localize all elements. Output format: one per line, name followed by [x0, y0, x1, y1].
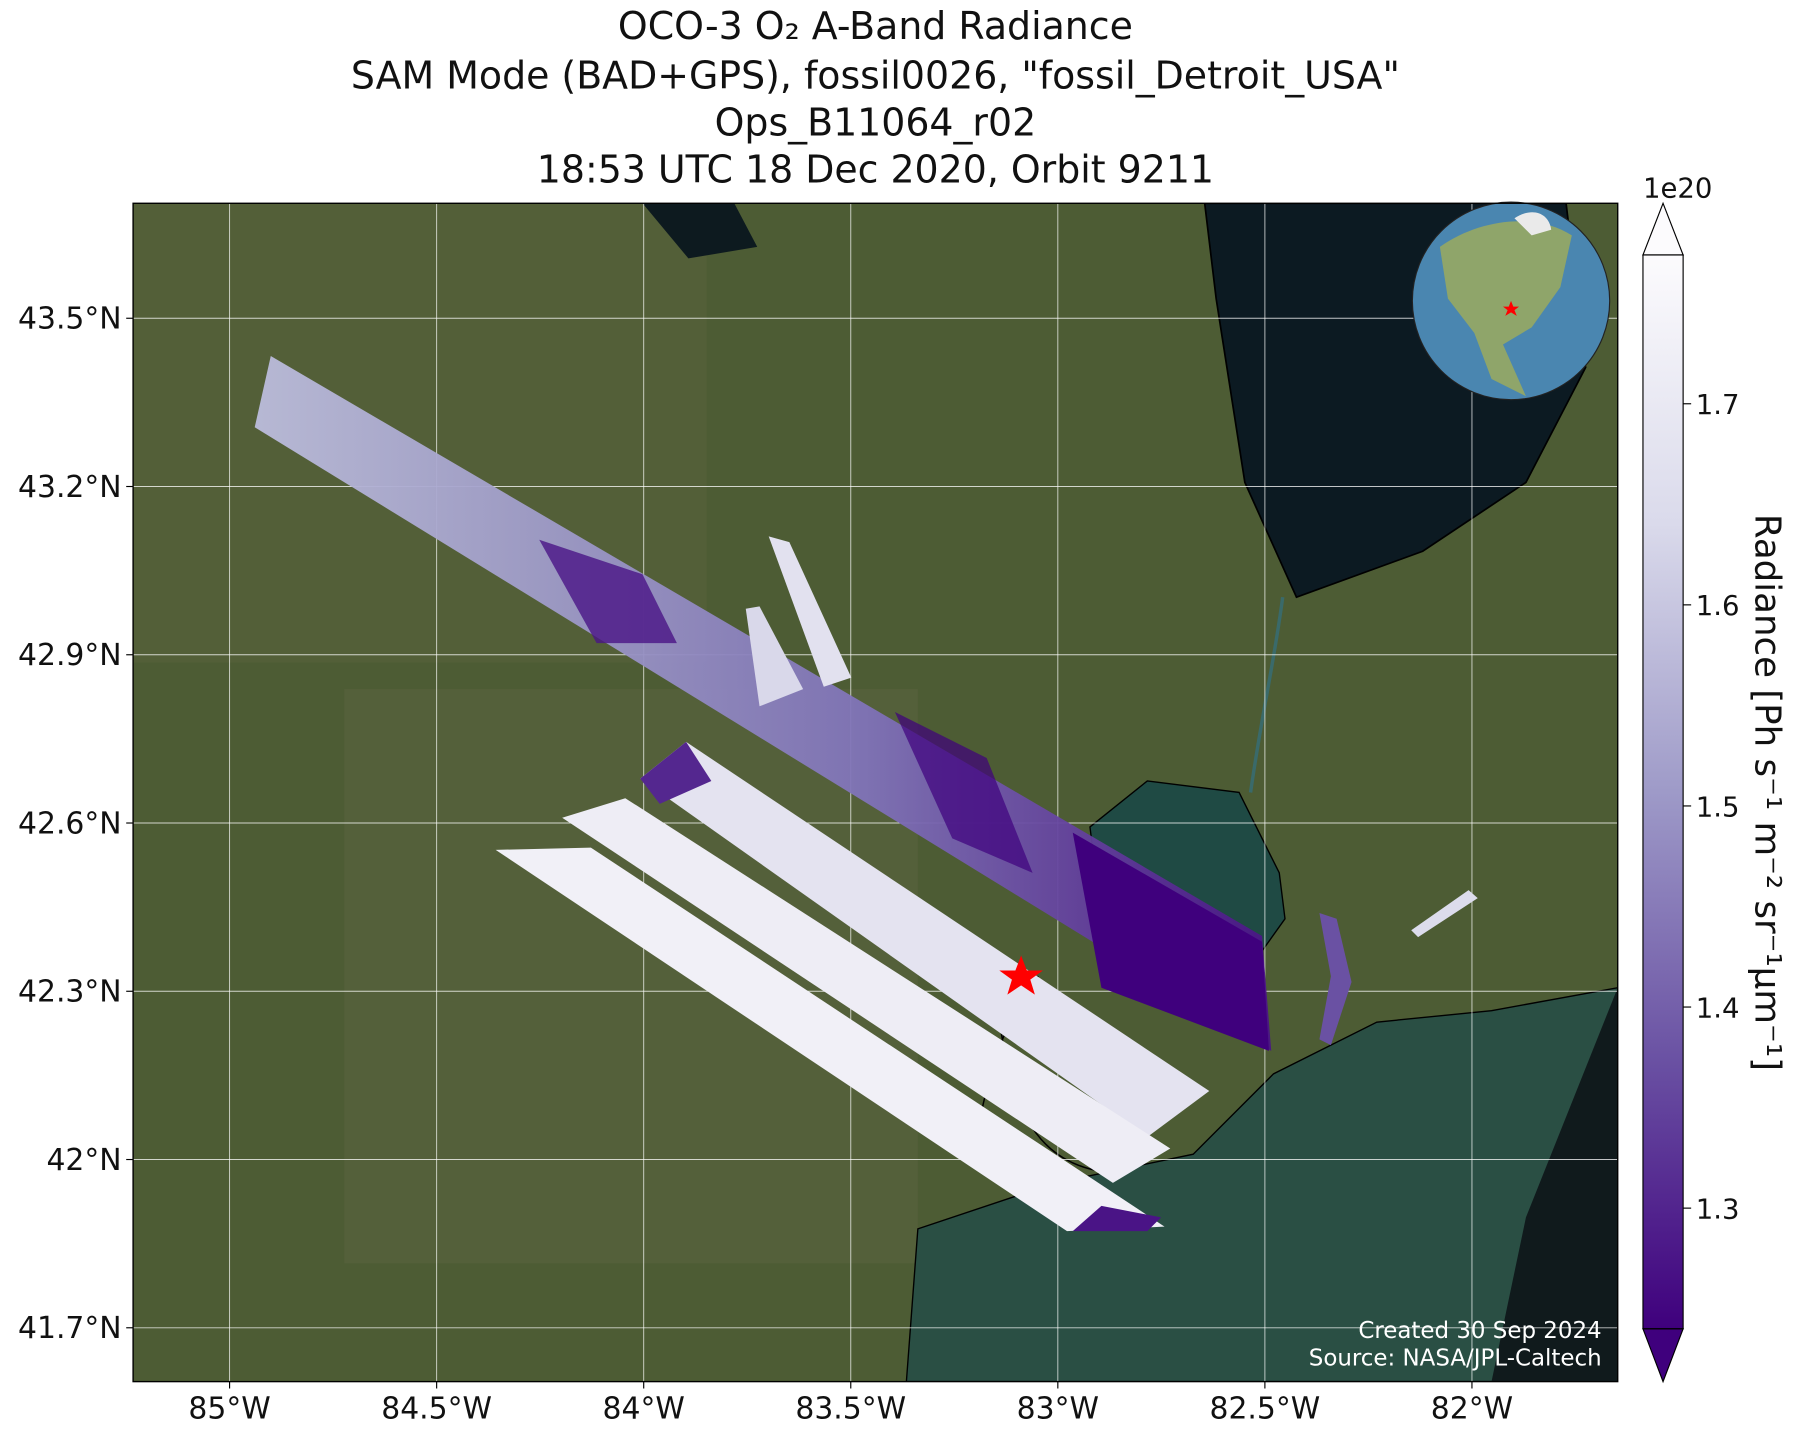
- swath-patch: [539, 539, 677, 644]
- swath: [1411, 890, 1478, 938]
- swath-patch: [640, 741, 712, 804]
- colorbar-label: Radiance [Ph s⁻¹ m⁻² sr⁻¹μm⁻¹]: [1746, 514, 1787, 1071]
- x-tick-label: 82°W: [1431, 1391, 1513, 1426]
- colorbar-offset: 1e20: [1643, 173, 1712, 205]
- swath: [495, 847, 1165, 1232]
- target-star: [999, 955, 1043, 995]
- swaths: [254, 356, 1478, 1232]
- y-tick-label: 43.2°N: [18, 470, 122, 505]
- title-line: 18:53 UTC 18 Dec 2020, Orbit 9211: [537, 148, 1214, 192]
- gridlines: [133, 203, 1618, 1382]
- colorbar-tick-label: 1.3: [1696, 1193, 1740, 1225]
- x-tick-label: 85°W: [188, 1391, 270, 1426]
- credit: Created 30 Sep 2024: [1358, 1318, 1601, 1344]
- globe-inset: [1411, 201, 1611, 401]
- swath: [745, 606, 804, 707]
- colorbar-extend: [1642, 201, 1684, 256]
- colorbar: [1642, 201, 1692, 1384]
- title-line: OCO-3 O₂ A-Band Radiance: [618, 4, 1133, 48]
- x-tick-label: 82.5°W: [1210, 1391, 1321, 1426]
- swath: [768, 536, 852, 687]
- colorbar-extend: [1642, 1328, 1684, 1384]
- y-tick-label: 42.3°N: [18, 975, 122, 1010]
- colorbar-tick-label: 1.5: [1696, 791, 1740, 823]
- colorbar-gradient: [1642, 254, 1684, 1329]
- y-tick-label: 42.6°N: [18, 806, 122, 841]
- x-tick-label: 83°W: [1017, 1391, 1099, 1426]
- colorbar-frame: [1642, 254, 1684, 1330]
- colorbar-tick-label: 1.4: [1696, 992, 1740, 1024]
- swath: [1319, 913, 1352, 1046]
- map-background: [133, 203, 1618, 1382]
- title-line: SAM Mode (BAD+GPS), fossil0026, "fossil_…: [351, 53, 1400, 97]
- title-line: Ops_B11064_r02: [715, 101, 1037, 145]
- y-tick-label: 41.7°N: [18, 1311, 122, 1346]
- y-tick-label: 43.5°N: [18, 302, 122, 337]
- map-frame: [132, 202, 1619, 1383]
- swath: [640, 741, 1210, 1137]
- swath-patch: [1072, 832, 1269, 1051]
- y-tick-label: 42°N: [46, 1143, 121, 1178]
- y-tick-label: 42.9°N: [18, 638, 122, 673]
- x-tick-label: 83.5°W: [795, 1391, 906, 1426]
- credit: Source: NASA/JPL-Caltech: [1309, 1346, 1602, 1372]
- colorbar-tick-label: 1.6: [1696, 590, 1740, 622]
- colorbar-tick-label: 1.7: [1696, 389, 1740, 421]
- swath-patch: [894, 712, 1033, 873]
- x-tick-label: 84°W: [603, 1391, 685, 1426]
- swath-patch: [1072, 1205, 1162, 1232]
- swath: [562, 798, 1171, 1183]
- x-tick-label: 84.5°W: [381, 1391, 492, 1426]
